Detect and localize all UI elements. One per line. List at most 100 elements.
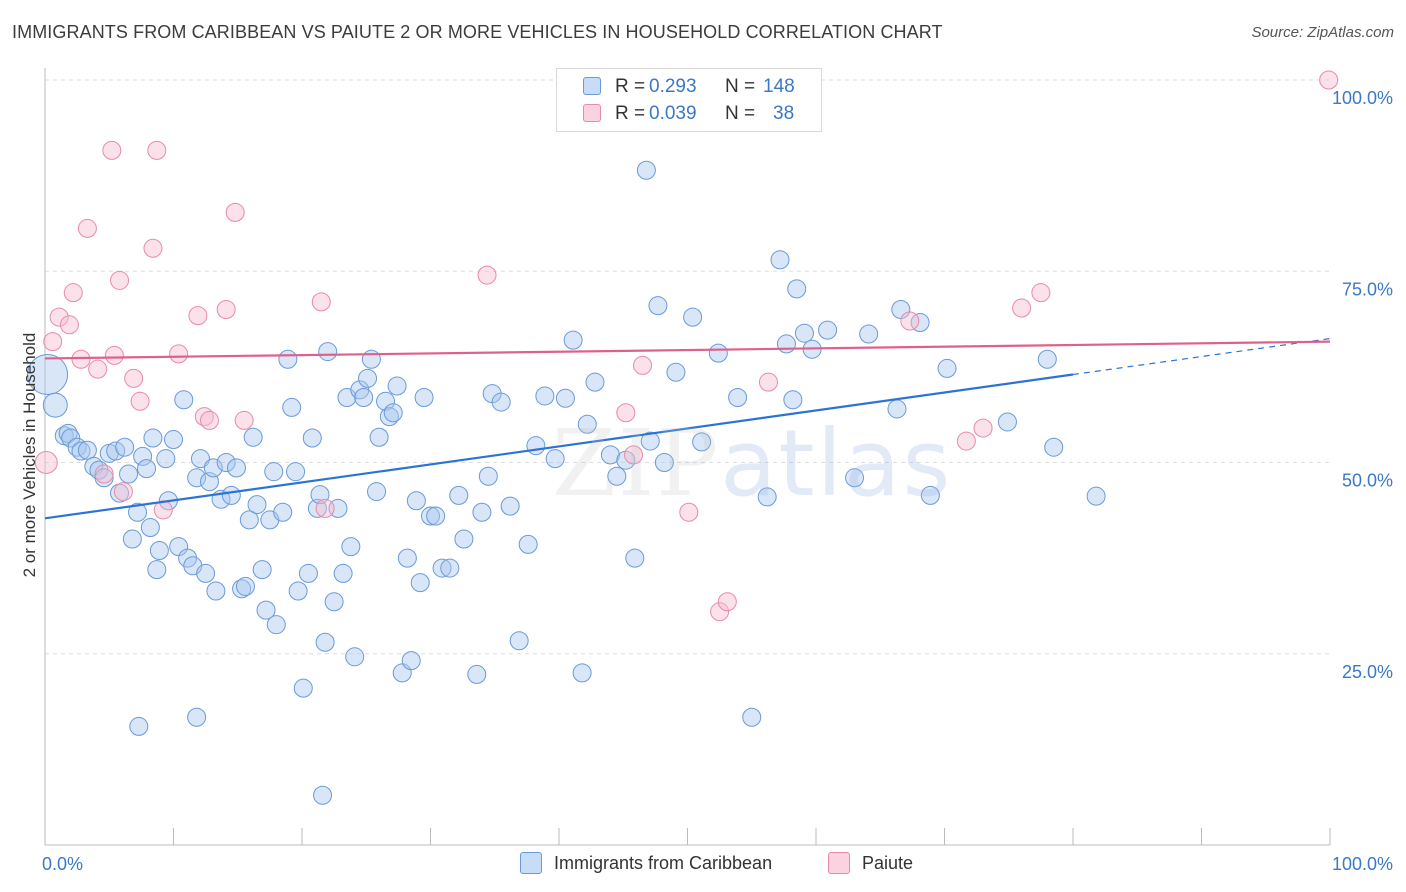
paiute-point [633, 355, 653, 375]
legend-row-paiute: R = 0.039 N = 38 [557, 100, 821, 128]
paiute-point [113, 482, 133, 502]
caribbean-point [648, 296, 668, 316]
caribbean-point [358, 368, 378, 388]
caribbean-point [500, 496, 520, 516]
caribbean-point [414, 387, 434, 407]
caribbean-point [243, 427, 263, 447]
caribbean-point [708, 343, 728, 363]
paiute-point [758, 372, 778, 392]
x-tick-label: 100.0% [1332, 854, 1393, 874]
caribbean-point [1086, 486, 1106, 506]
caribbean-point [341, 537, 361, 557]
caribbean-point [454, 529, 474, 549]
caribbean-point [293, 678, 313, 698]
caribbean-point [1044, 437, 1064, 457]
caribbean-point [491, 392, 511, 412]
caribbean-point [818, 320, 838, 340]
caribbean-point [410, 573, 430, 593]
caribbean-point [147, 560, 167, 580]
y-axis-label: 2 or more Vehicles in Household [20, 332, 39, 578]
caribbean-point [156, 449, 176, 469]
caribbean-point [910, 313, 930, 333]
paiute-point [34, 451, 58, 474]
paiute-point [1012, 298, 1032, 318]
caribbean-point [472, 502, 492, 522]
caribbean-point [467, 664, 487, 684]
caribbean-point [600, 445, 620, 465]
paiute-point [188, 306, 208, 326]
caribbean-point [692, 432, 712, 452]
y-tick-label: 100.0% [1332, 88, 1393, 108]
caribbean-point [478, 466, 498, 486]
caribbean-point [318, 342, 338, 362]
caribbean-point [859, 324, 879, 344]
caribbean-trend-line [44, 373, 1074, 520]
paiute-point [624, 445, 644, 465]
legend-r-label: R = [615, 76, 646, 97]
caribbean-point [783, 390, 803, 410]
watermark: ZIPatlas [552, 410, 953, 517]
caribbean-point [345, 647, 365, 667]
caribbean-point [421, 506, 440, 526]
caribbean-point [757, 487, 777, 507]
caribbean-point [256, 600, 276, 620]
caribbean-point [313, 785, 333, 805]
caribbean-point [640, 431, 660, 451]
paiute-point [94, 464, 114, 484]
caribbean-point [143, 428, 163, 448]
caribbean-point [397, 548, 417, 568]
bottom-legend-swatch-blue [520, 852, 542, 874]
caribbean-point [361, 349, 381, 369]
caribbean-point [426, 506, 446, 526]
paiute-point [88, 359, 108, 379]
paiute-point [194, 407, 214, 427]
chart-title: IMMIGRANTS FROM CARIBBEAN VS PAIUTE 2 OR… [12, 22, 943, 42]
y-tick-label: 50.0% [1342, 471, 1393, 491]
caribbean-point [920, 485, 940, 505]
caribbean-point [174, 390, 194, 410]
legend-swatch-pink [583, 104, 601, 122]
caribbean-point [683, 307, 703, 327]
caribbean-point [61, 428, 81, 448]
caribbean-point [286, 462, 306, 482]
paiute-point [973, 418, 993, 438]
legend-r-label: R = [615, 103, 646, 124]
paiute-point [216, 300, 236, 319]
caribbean-point [235, 576, 255, 596]
caribbean-point [666, 362, 686, 382]
paiute-point [717, 592, 737, 612]
caribbean-point [728, 387, 748, 407]
caribbean-point [333, 563, 353, 583]
caribbean-point [137, 459, 157, 479]
paiute-point [1031, 283, 1051, 303]
caribbean-point [577, 414, 597, 434]
caribbean-point [128, 502, 148, 522]
caribbean-point [509, 631, 529, 651]
paiute-point [1319, 70, 1339, 90]
legend-n-label: N = [725, 76, 756, 97]
caribbean-point [196, 563, 216, 583]
legend-r-value: 0.293 [649, 76, 697, 97]
caribbean-point [379, 407, 399, 427]
paiute-point [71, 349, 91, 369]
paiute-point [900, 311, 920, 331]
paiute-point [315, 498, 335, 518]
caribbean-point [115, 437, 135, 457]
caribbean-point [607, 466, 627, 486]
paiute-point [311, 292, 331, 312]
caribbean-point [636, 160, 656, 180]
caribbean-point [252, 560, 272, 580]
caribbean-point [164, 430, 183, 450]
caribbean-point [71, 441, 91, 461]
caribbean-point [369, 427, 389, 447]
caribbean-point [278, 349, 298, 369]
x-tick-label: 0.0% [42, 854, 83, 874]
caribbean-point [122, 529, 142, 549]
caribbean-point [518, 534, 538, 554]
caribbean-point [203, 458, 223, 478]
paiute-point [130, 391, 150, 411]
caribbean-point [324, 592, 344, 612]
caribbean-point [282, 397, 302, 417]
legend-row-caribbean: R = 0.293 N = 148 [557, 73, 821, 101]
caribbean-point [226, 458, 246, 478]
